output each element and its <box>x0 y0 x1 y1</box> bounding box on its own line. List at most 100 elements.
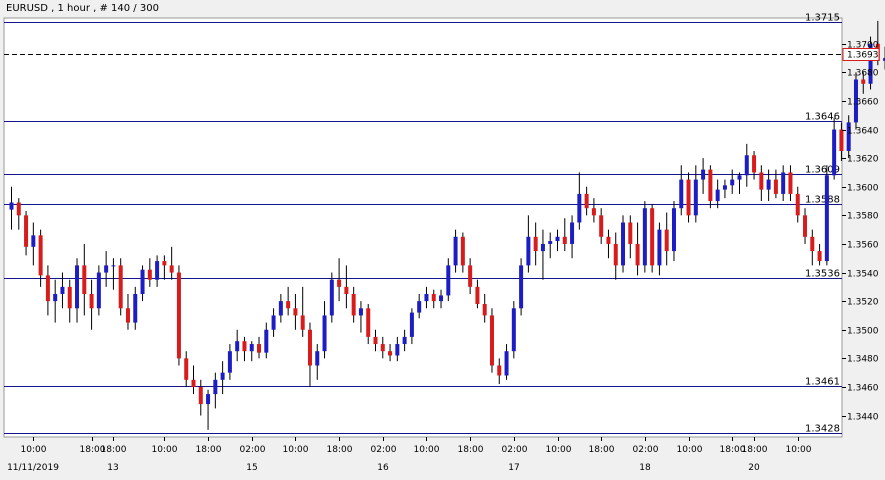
y-tick-label: 1.3620 <box>847 155 879 165</box>
candle-body <box>468 265 473 287</box>
candle-body <box>606 236 611 244</box>
x-tick-label: 10:00 <box>152 445 178 455</box>
candle-body <box>125 308 130 323</box>
x-tick-label: 18:00 <box>742 445 768 455</box>
candles <box>9 20 885 430</box>
candle-body <box>293 308 298 316</box>
candle-body <box>176 272 181 359</box>
candle-body <box>759 172 764 190</box>
y-tick-label: 1.3560 <box>847 241 879 251</box>
candle-body <box>555 236 560 242</box>
candle-body <box>358 308 363 316</box>
level-label: 1.3588 <box>805 195 840 206</box>
candle-body <box>591 208 596 216</box>
date-label: 16 <box>377 463 389 473</box>
candle-body <box>475 286 480 305</box>
y-tick-label: 1.3700 <box>847 41 879 51</box>
x-tick-label: 10:00 <box>546 445 572 455</box>
candle-body <box>533 236 538 252</box>
candle-body <box>257 344 262 353</box>
candle-body <box>140 269 145 294</box>
candle-body <box>89 293 94 309</box>
candle-body <box>686 179 691 216</box>
candle-body <box>679 179 684 209</box>
x-tick-label: 02:00 <box>633 445 659 455</box>
x-tick-label: 18:00 <box>327 445 353 455</box>
candle-body <box>548 241 553 244</box>
candle-body <box>883 58 885 61</box>
candle-body <box>504 351 509 376</box>
y-tick-label: 1.3600 <box>847 184 879 194</box>
candle-body <box>104 265 109 273</box>
y-tick-label: 1.3480 <box>847 355 879 365</box>
candle-body <box>388 351 393 356</box>
date-label: 13 <box>107 463 118 473</box>
candle-body <box>497 365 502 376</box>
candle-body <box>271 315 276 330</box>
candle-body <box>16 202 21 216</box>
candle-body <box>526 236 531 266</box>
candle-body <box>38 235 43 276</box>
candle-body <box>715 189 720 202</box>
candle-body <box>24 215 29 247</box>
candle-body <box>584 193 589 209</box>
level-label: 1.3715 <box>805 13 840 24</box>
candle-body <box>315 351 320 366</box>
x-tick-label: 02:00 <box>371 445 397 455</box>
x-tick-label: 18:00 <box>196 445 222 455</box>
candle-body <box>824 175 829 262</box>
candle-body <box>206 394 211 405</box>
candle-body <box>249 344 254 352</box>
candle-body <box>832 129 837 176</box>
candle-body <box>118 265 123 309</box>
candle-body <box>693 179 698 216</box>
current-price-line: 1.3693 <box>4 48 880 61</box>
candle-body <box>519 265 524 309</box>
candle-body <box>439 295 444 302</box>
candle-body <box>213 379 218 395</box>
candle-body <box>744 155 749 176</box>
candle-body <box>671 208 676 252</box>
candle-body <box>329 279 334 316</box>
candle-body <box>861 79 866 84</box>
candle-body <box>737 175 742 180</box>
candle-body <box>9 202 14 210</box>
x-tick-label: 18:00 <box>80 445 106 455</box>
candle-body <box>235 341 240 352</box>
candle-body <box>286 301 291 309</box>
candle-body <box>82 265 87 294</box>
candle-body <box>599 215 604 237</box>
x-tick-label: 18:00 <box>458 445 484 455</box>
candle-body <box>409 312 414 337</box>
candle-body <box>788 172 793 194</box>
level-label: 1.3646 <box>805 112 840 123</box>
candle-body <box>162 261 167 266</box>
candle-body <box>242 341 247 352</box>
candle-body <box>752 155 757 173</box>
candle-body <box>773 179 778 194</box>
candle-body <box>766 179 771 190</box>
candle-body <box>650 208 655 266</box>
candle-body <box>220 372 225 380</box>
candle-body <box>635 243 640 266</box>
x-tick-label: 18:00 <box>101 445 127 455</box>
candle-body <box>322 315 327 352</box>
candle-body <box>337 279 342 287</box>
candle-body <box>868 43 873 84</box>
y-tick-label: 1.3520 <box>847 298 879 308</box>
candle-body <box>701 169 706 180</box>
candle-body <box>67 286 72 309</box>
y-axis: 1.3440 1.3460 1.3480 1.3500 1.3520 1.3540 1.35… <box>842 41 879 423</box>
candle-body <box>133 293 138 323</box>
candle-body <box>839 129 844 151</box>
candle-body <box>664 229 669 252</box>
x-tick-label: 18:00 <box>589 445 615 455</box>
candle-body <box>198 386 203 405</box>
candle-body <box>96 272 101 309</box>
plot-area <box>3 17 843 438</box>
level-label: 1.3461 <box>805 377 840 388</box>
candle-body <box>613 243 618 266</box>
candle-body <box>460 236 465 266</box>
